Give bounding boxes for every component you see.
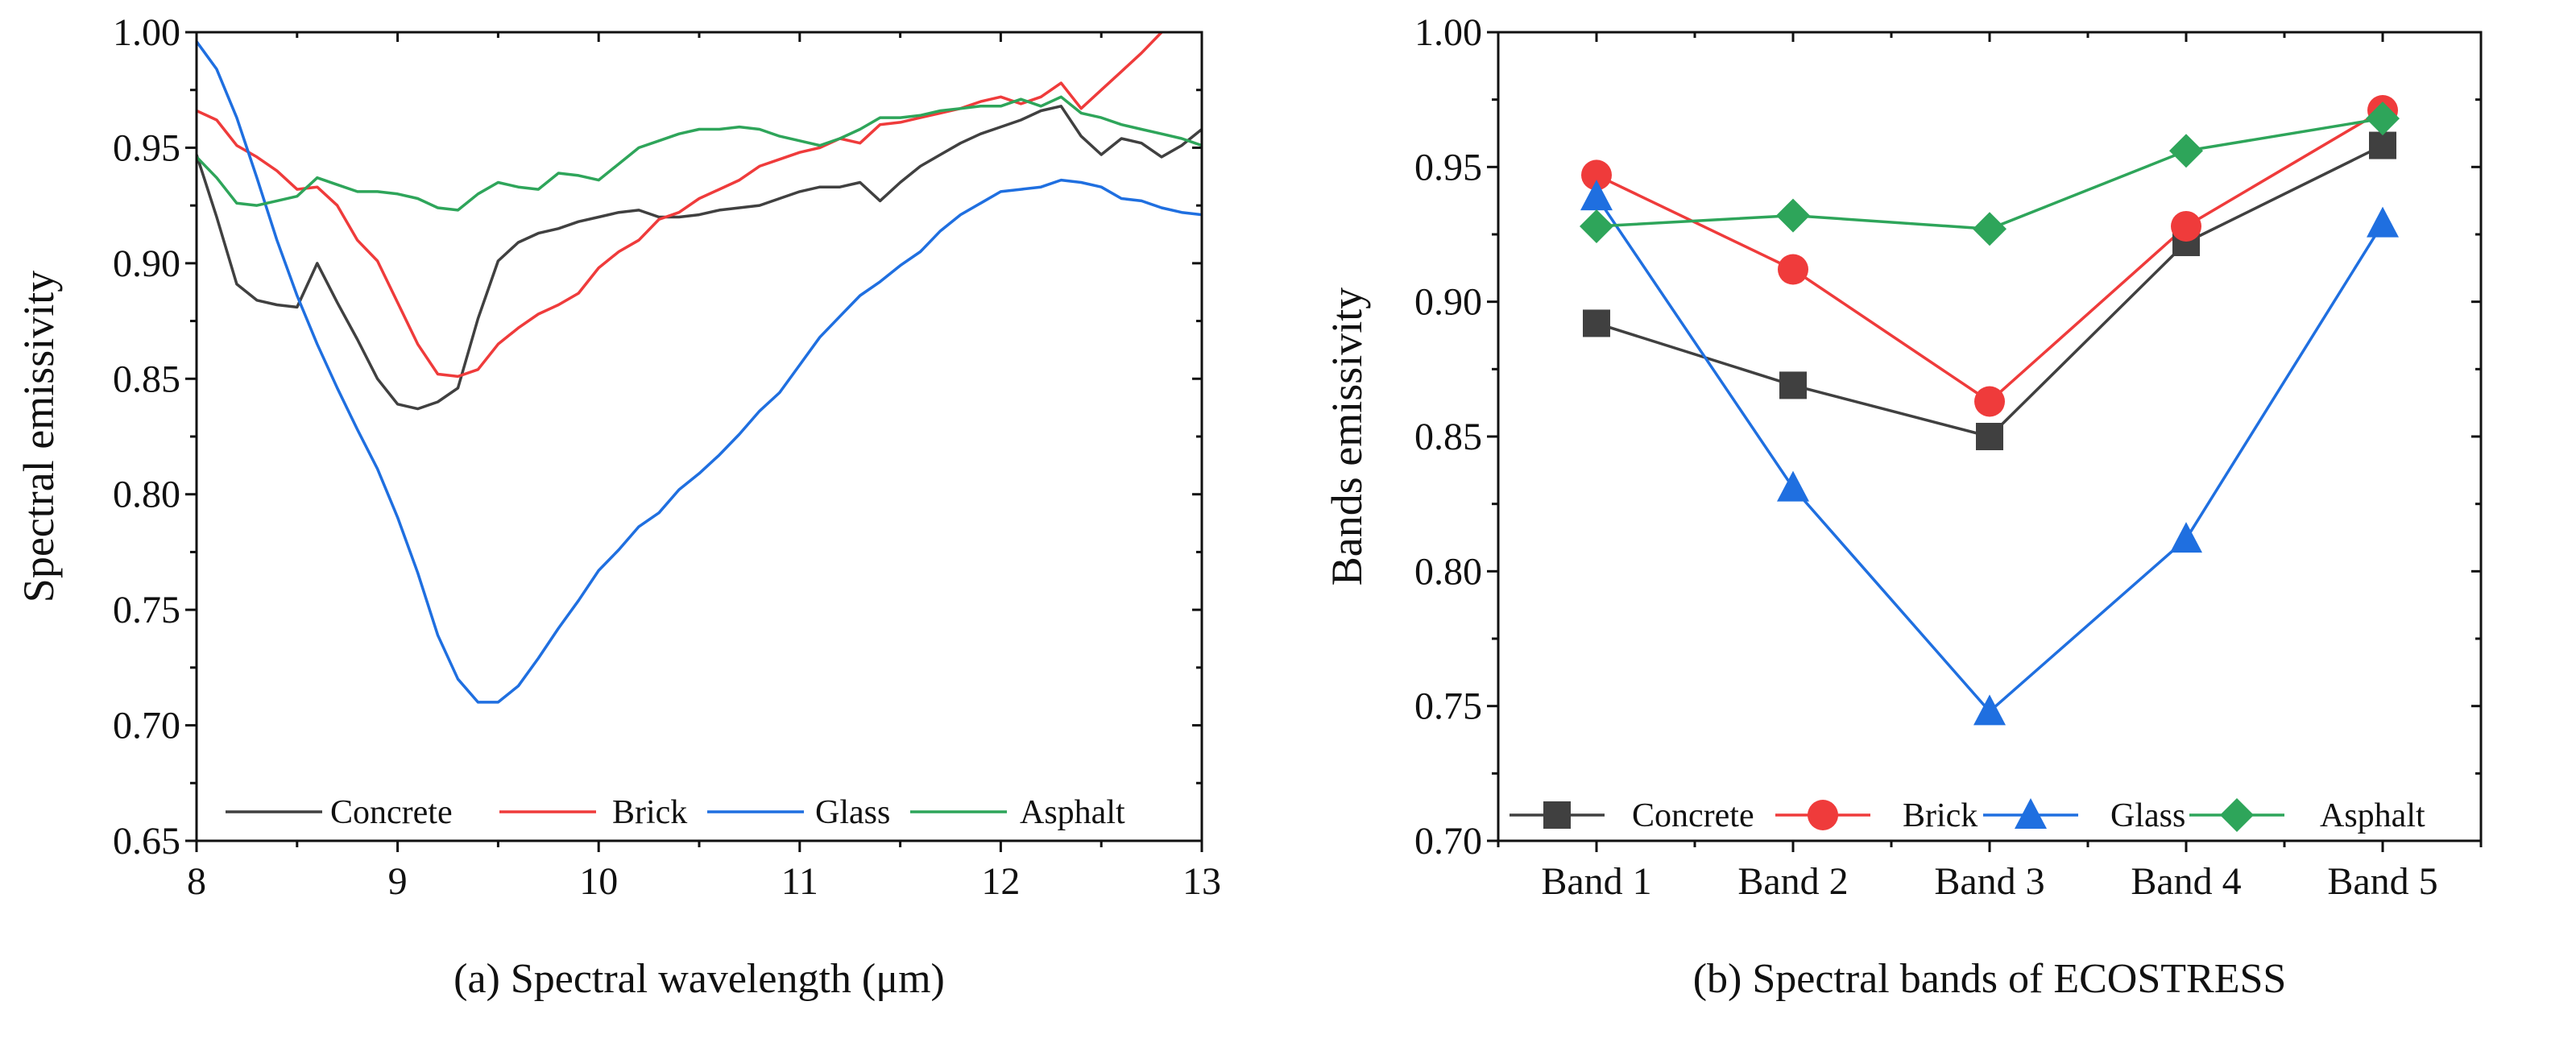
triangle-marker [2170,522,2202,553]
x-tick-label: 10 [579,860,618,903]
series-line-brick [1596,109,2383,403]
series-group [1580,95,2400,726]
y-tick-label: 0.70 [113,705,180,747]
square-marker [1779,371,1807,399]
triangle-marker [2367,206,2399,238]
plot-frame [195,31,1203,842]
series-line-glass [1595,196,2384,714]
legend-label: Asphalt [1020,794,1125,831]
diamond-marker [2220,798,2254,832]
diamond-marker [1973,212,2007,246]
legend-label: Asphalt [2320,797,2425,834]
triangle-marker [1973,694,2006,726]
x-tick-label: 13 [1182,860,1221,903]
triangle-marker [1580,180,1613,211]
legend-label: Concrete [330,794,453,831]
series-line-brick [197,32,1164,379]
x-tick-label: 9 [388,860,408,903]
diamond-marker [1776,198,1810,233]
y-tick-label: 1.00 [1414,11,1482,54]
circle-marker [2171,210,2201,242]
diamond-marker [2366,101,2400,136]
y-tick-label: 0.85 [1414,416,1482,458]
circle-marker [1974,386,2005,417]
x-tick-label: Band 4 [2131,860,2241,903]
diamond-marker [1580,209,1613,243]
caption: (a) Spectral wavelength (μm) [453,956,945,1002]
square-marker [1583,309,1610,337]
y-tick-label: 0.65 [113,820,180,863]
y-axis-label: Bands emissivity [1323,288,1371,586]
circle-marker [1581,159,1612,191]
square-marker [1543,801,1571,829]
y-tick-label: 0.85 [113,358,180,400]
x-tick-label: Band 5 [2327,860,2437,903]
legend-label: Brick [612,794,687,831]
diamond-marker [2169,134,2203,168]
caption: (b) Spectral bands of ECOSTRESS [1693,956,2287,1002]
chart-a-spectral-emissivity: 0.65 0.70 0.75 0.80 0.85 0.90 0.95 1.00 8 9 10 11 12… [14,11,1221,1002]
y-tick-label: 0.80 [1414,550,1482,593]
y-tick-label: 0.80 [113,474,180,516]
plot-frame [1497,31,2483,842]
series-lines [197,32,1202,704]
circle-marker [1808,800,1838,830]
series-line-concrete [197,105,1202,411]
x-tick-label: Band 3 [1934,860,2044,903]
x-tick-label: 8 [187,860,206,903]
y-tick-label: 0.95 [1414,146,1482,188]
y-tick-label: 0.90 [1414,281,1482,324]
square-marker [2369,131,2396,159]
chart-b-band-emissivity: 0.70 0.75 0.80 0.85 0.90 0.95 1.00 Band 1 Band 2… [1323,11,2483,1002]
square-marker [1976,423,2003,450]
legend-label: Brick [1903,797,1978,834]
triangle-marker [2015,798,2047,829]
legend-label: Glass [815,794,890,831]
legend: Concrete Brick Glass Asphalt [226,794,1125,831]
series-line-glass [197,40,1202,704]
y-tick-label: 1.00 [113,11,180,54]
y-tick-label: 0.90 [113,242,180,285]
y-tick-label: 0.75 [1414,685,1482,728]
legend-label: Concrete [1632,797,1754,834]
y-tick-label: 0.95 [113,126,180,169]
y-tick-label: 0.70 [1414,820,1482,863]
x-tick-label: Band 1 [1541,860,1651,903]
x-tick-label: Band 2 [1737,860,1848,903]
circle-marker [1778,254,1808,285]
y-axis-label: Spectral emissivity [14,271,63,602]
legend-label: Glass [2110,797,2185,834]
series-line-asphalt [197,95,1202,212]
y-tick-label: 0.75 [113,589,180,631]
triangle-marker [1777,470,1809,502]
x-tick-label: 12 [981,860,1020,903]
legend: Concrete Brick Glass Asphalt [1510,797,2425,834]
x-tick-label: 11 [781,860,818,903]
